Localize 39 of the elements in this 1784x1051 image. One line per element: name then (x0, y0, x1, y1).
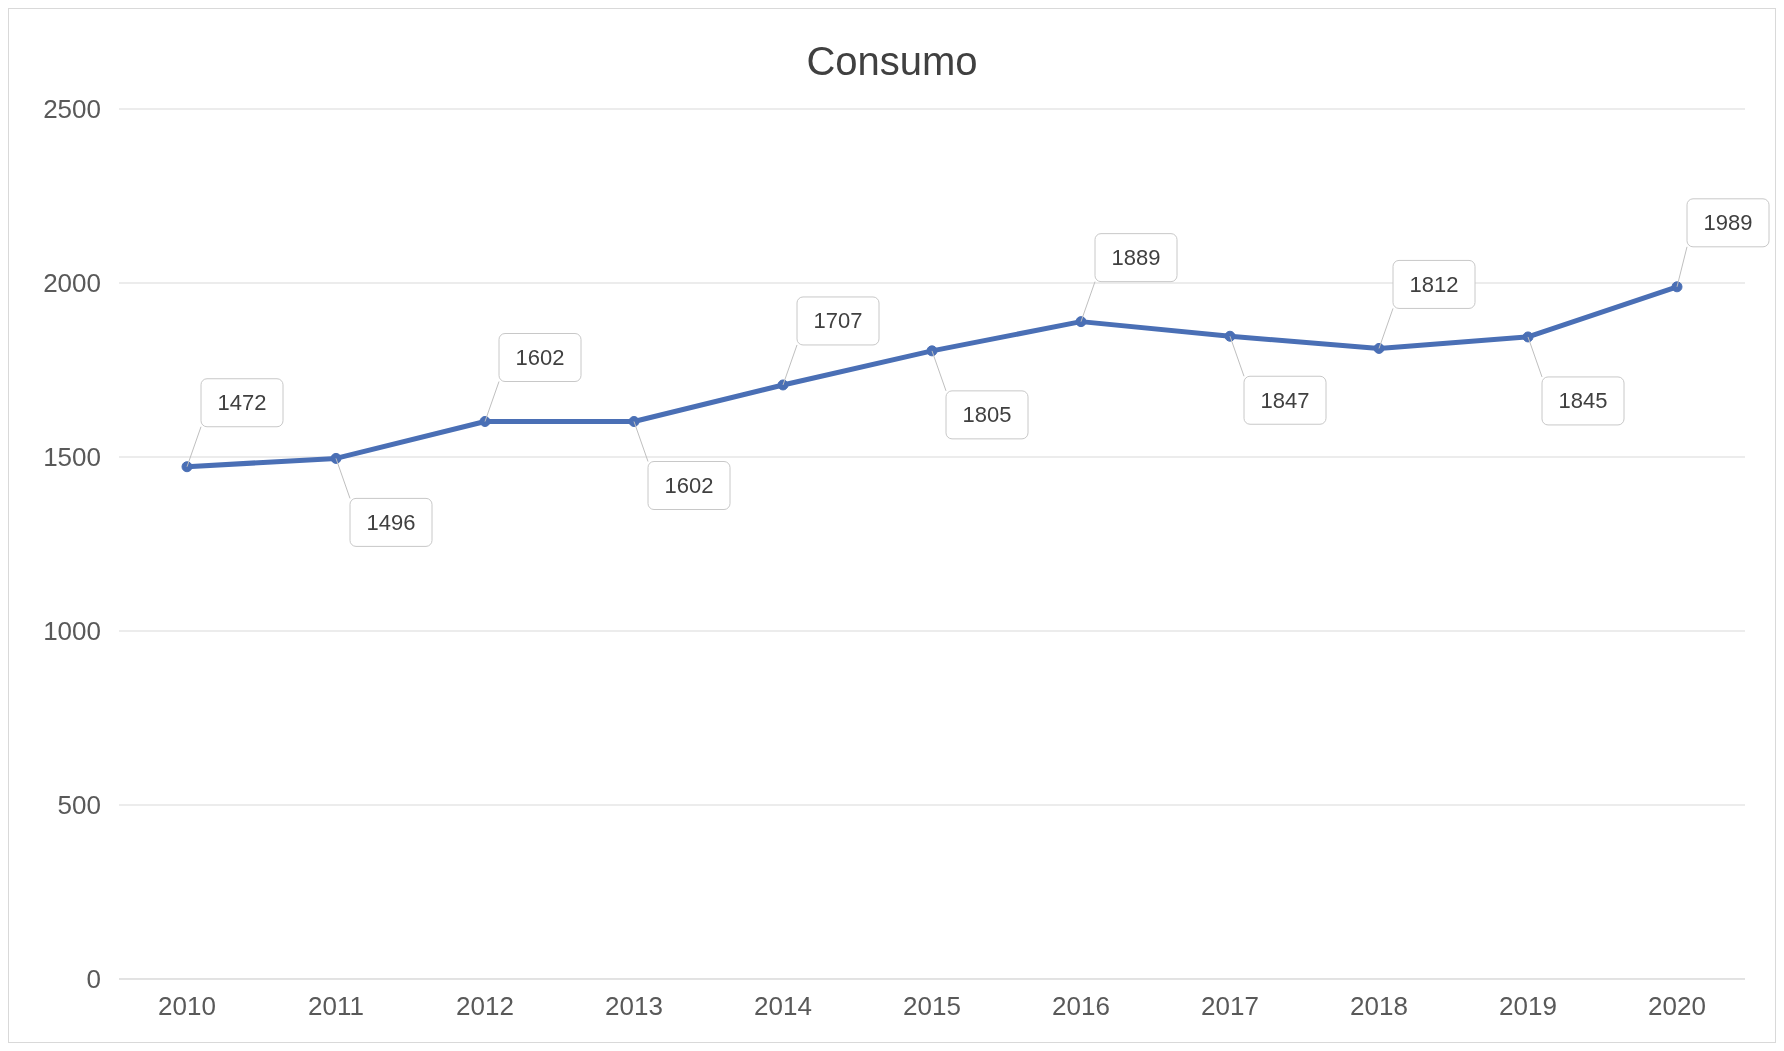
y-tick-label: 1000 (43, 616, 101, 647)
data-label: 1812 (1409, 271, 1459, 297)
point (479, 416, 491, 427)
point (1075, 316, 1087, 328)
data-label: 1472 (217, 390, 267, 416)
point (1522, 331, 1534, 343)
data-label: 1496 (366, 509, 416, 535)
data-label: 1889 (1111, 245, 1161, 271)
point (926, 345, 938, 357)
data-label: 1845 (1558, 388, 1608, 414)
x-tick-label: 2014 (754, 991, 812, 1022)
x-tick-label: 2010 (158, 991, 216, 1022)
x-tick-label: 2020 (1648, 991, 1706, 1022)
x-tick-label: 2018 (1350, 991, 1408, 1022)
x-tick-label: 2011 (308, 991, 364, 1022)
data-label: 1989 (1703, 210, 1753, 236)
data-label: 1602 (515, 345, 565, 370)
x-tick-label: 2015 (903, 991, 961, 1022)
y-tick-label: 500 (57, 790, 101, 821)
x-tick-label: 2013 (605, 991, 663, 1022)
chart-title: Consumo (806, 39, 978, 83)
point (1671, 281, 1683, 293)
x-tick-label: 2012 (456, 991, 514, 1022)
x-tick-label: 2016 (1052, 991, 1110, 1022)
y-tick-label: 0 (86, 964, 101, 995)
y-tick-label: 2000 (43, 268, 101, 299)
point (330, 452, 342, 464)
y-tick-label: 1500 (43, 442, 101, 473)
x-tick-label: 2017 (1201, 991, 1259, 1022)
y-tick-label: 2500 (43, 94, 101, 125)
data-label: 1602 (664, 473, 714, 498)
point (1224, 330, 1236, 342)
data-label: 1805 (962, 402, 1012, 428)
point (628, 416, 640, 427)
data-label: 1707 (813, 308, 863, 334)
x-tick-label: 2019 (1499, 991, 1557, 1022)
point (1373, 342, 1385, 354)
data-label: 1847 (1260, 387, 1310, 413)
point (181, 461, 193, 473)
